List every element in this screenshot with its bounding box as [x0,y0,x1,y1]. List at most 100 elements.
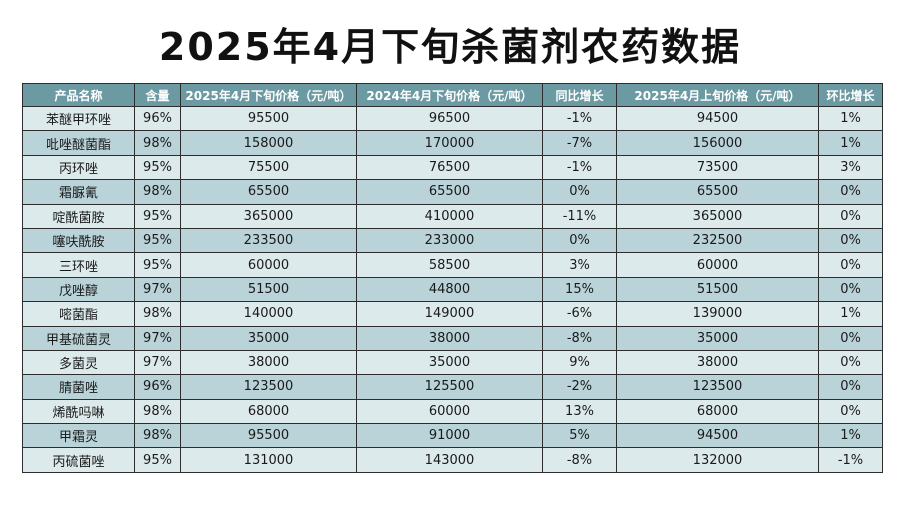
cell-content: 95% [134,154,181,181]
table-body: 苯醚甲环唑 96% 95500 96500 -1% 94500 1% 吡唑醚菌酯 98% 1580… [22,105,883,473]
page-title: 2025年4月下旬杀菌剂农药数据 [158,25,742,69]
cell-yoy-growth: -8% [542,447,617,473]
cell-price-2025-late-apr: 95500 [180,105,357,132]
cell-mom-growth: 0% [818,276,883,303]
cell-product-name: 嘧菌酯 [22,301,135,327]
cell-price-2025-early-apr: 35000 [616,325,819,351]
cell-product-name: 腈菌唑 [22,374,135,400]
table-row: 甲基硫菌灵 97% 35000 38000 -8% 35000 0% [22,325,883,351]
cell-product-name: 三环唑 [22,252,135,278]
cell-mom-growth: 1% [818,301,883,327]
cell-yoy-growth: -11% [542,203,617,229]
cell-content: 98% [134,130,181,156]
cell-product-name: 戊唑醇 [22,276,135,303]
table-row: 戊唑醇 97% 51500 44800 15% 51500 0% [22,276,883,303]
cell-price-2025-early-apr: 94500 [616,105,819,132]
cell-price-2025-early-apr: 123500 [616,374,819,400]
cell-yoy-growth: 0% [542,179,617,205]
column-header-price-2025-early-apr: 2025年4月上旬价格（元/吨） [616,83,819,107]
cell-price-2024-late-apr: 38000 [356,325,543,351]
cell-price-2025-late-apr: 38000 [180,349,357,376]
cell-product-name: 吡唑醚菌酯 [22,130,135,156]
cell-content: 95% [134,203,181,229]
cell-mom-growth: 3% [818,154,883,181]
column-header-product-name: 产品名称 [22,83,135,107]
table-row: 霜脲氰 98% 65500 65500 0% 65500 0% [22,179,883,205]
cell-product-name: 苯醚甲环唑 [22,105,135,132]
cell-price-2025-late-apr: 365000 [180,203,357,229]
cell-mom-growth: 0% [818,398,883,425]
cell-price-2025-early-apr: 73500 [616,154,819,181]
cell-price-2024-late-apr: 143000 [356,447,543,473]
cell-price-2025-early-apr: 65500 [616,179,819,205]
cell-yoy-growth: -8% [542,325,617,351]
cell-product-name: 丙环唑 [22,154,135,181]
cell-price-2024-late-apr: 170000 [356,130,543,156]
cell-content: 97% [134,349,181,376]
cell-price-2025-early-apr: 68000 [616,398,819,425]
cell-price-2025-late-apr: 131000 [180,447,357,473]
table-row: 三环唑 95% 60000 58500 3% 60000 0% [22,252,883,278]
cell-mom-growth: 1% [818,130,883,156]
table-row: 嘧菌酯 98% 140000 149000 -6% 139000 1% [22,301,883,327]
cell-mom-growth: 0% [818,179,883,205]
cell-price-2024-late-apr: 76500 [356,154,543,181]
cell-content: 98% [134,301,181,327]
cell-price-2025-early-apr: 60000 [616,252,819,278]
cell-mom-growth: 1% [818,423,883,449]
cell-yoy-growth: -6% [542,301,617,327]
cell-price-2024-late-apr: 60000 [356,398,543,425]
cell-mom-growth: 0% [818,325,883,351]
table-row: 丙环唑 95% 75500 76500 -1% 73500 3% [22,154,883,181]
cell-price-2025-early-apr: 156000 [616,130,819,156]
cell-product-name: 甲霜灵 [22,423,135,449]
cell-mom-growth: -1% [818,447,883,473]
cell-price-2025-late-apr: 68000 [180,398,357,425]
cell-mom-growth: 0% [818,374,883,400]
table-row: 吡唑醚菌酯 98% 158000 170000 -7% 156000 1% [22,130,883,156]
table-row: 噻呋酰胺 95% 233500 233000 0% 232500 0% [22,227,883,254]
cell-price-2025-early-apr: 38000 [616,349,819,376]
cell-mom-growth: 0% [818,227,883,254]
cell-product-name: 甲基硫菌灵 [22,325,135,351]
cell-price-2025-late-apr: 123500 [180,374,357,400]
cell-content: 96% [134,105,181,132]
cell-yoy-growth: 3% [542,252,617,278]
cell-product-name: 啶酰菌胺 [22,203,135,229]
cell-price-2024-late-apr: 44800 [356,276,543,303]
cell-content: 95% [134,227,181,254]
column-header-yoy-growth: 同比增长 [542,83,617,107]
cell-yoy-growth: -1% [542,105,617,132]
table-header-row: 产品名称 含量 2025年4月下旬价格（元/吨） 2024年4月下旬价格（元/吨） 同比… [22,83,883,107]
column-header-price-2025-late-apr: 2025年4月下旬价格（元/吨） [180,83,357,107]
cell-price-2025-early-apr: 51500 [616,276,819,303]
cell-content: 98% [134,423,181,449]
cell-price-2025-late-apr: 95500 [180,423,357,449]
cell-price-2024-late-apr: 96500 [356,105,543,132]
cell-content: 95% [134,447,181,473]
cell-content: 96% [134,374,181,400]
cell-mom-growth: 0% [818,252,883,278]
cell-price-2025-late-apr: 75500 [180,154,357,181]
cell-price-2025-late-apr: 158000 [180,130,357,156]
cell-yoy-growth: -7% [542,130,617,156]
cell-price-2025-early-apr: 132000 [616,447,819,473]
table-row: 烯酰吗啉 98% 68000 60000 13% 68000 0% [22,398,883,425]
cell-yoy-growth: 9% [542,349,617,376]
column-header-price-2024-late-apr: 2024年4月下旬价格（元/吨） [356,83,543,107]
cell-price-2024-late-apr: 58500 [356,252,543,278]
cell-price-2024-late-apr: 149000 [356,301,543,327]
cell-price-2025-early-apr: 365000 [616,203,819,229]
cell-price-2025-early-apr: 94500 [616,423,819,449]
cell-price-2024-late-apr: 35000 [356,349,543,376]
cell-price-2025-early-apr: 232500 [616,227,819,254]
cell-price-2025-late-apr: 60000 [180,252,357,278]
cell-price-2025-early-apr: 139000 [616,301,819,327]
cell-mom-growth: 0% [818,349,883,376]
cell-price-2025-late-apr: 233500 [180,227,357,254]
column-header-content: 含量 [134,83,181,107]
cell-price-2024-late-apr: 65500 [356,179,543,205]
cell-price-2024-late-apr: 233000 [356,227,543,254]
cell-yoy-growth: -2% [542,374,617,400]
column-header-mom-growth: 环比增长 [818,83,883,107]
